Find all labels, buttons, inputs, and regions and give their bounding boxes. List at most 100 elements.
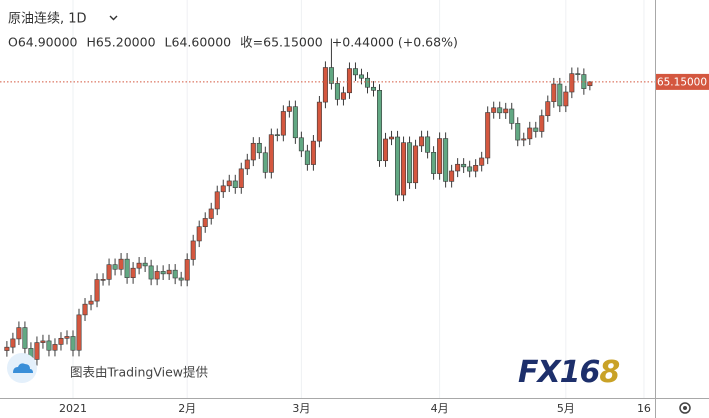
candle-body bbox=[166, 269, 172, 275]
candle-body bbox=[521, 138, 527, 141]
candle-body bbox=[250, 142, 256, 161]
candle-body bbox=[551, 83, 557, 102]
ohlc-value: +0.44000 (+0.68%) bbox=[332, 35, 458, 50]
candle-body bbox=[316, 101, 322, 142]
candle-body bbox=[328, 67, 334, 84]
chart-title: 原油连续, 1D bbox=[8, 11, 87, 27]
candle-body bbox=[485, 112, 491, 159]
interval-dropdown[interactable] bbox=[109, 15, 118, 21]
candle-body bbox=[112, 264, 118, 270]
gear-center bbox=[683, 406, 687, 410]
candle-body bbox=[244, 159, 250, 170]
candle-body bbox=[322, 67, 328, 103]
x-tick-label: 5月 bbox=[557, 402, 575, 415]
candle-body bbox=[533, 127, 539, 132]
candle-body bbox=[40, 340, 46, 343]
candle-body bbox=[401, 142, 407, 196]
candles bbox=[4, 38, 593, 366]
candle-body bbox=[358, 74, 364, 79]
candle-body bbox=[515, 123, 521, 141]
candle-body bbox=[202, 218, 208, 228]
candle-body bbox=[46, 340, 52, 351]
candle-body bbox=[22, 327, 28, 349]
candle-body bbox=[82, 303, 88, 316]
candle-body bbox=[190, 240, 196, 260]
candle-body bbox=[136, 262, 142, 269]
candle-body bbox=[473, 165, 479, 172]
candle-body bbox=[557, 83, 563, 107]
candle-body bbox=[431, 152, 437, 174]
candle-body bbox=[575, 73, 581, 75]
candle-body bbox=[232, 180, 238, 188]
candle-body bbox=[208, 208, 214, 219]
candle-body bbox=[118, 258, 124, 270]
candle-body bbox=[413, 145, 419, 184]
ohlc-value: H65.20000 bbox=[86, 35, 155, 50]
candle-body bbox=[569, 73, 575, 93]
candle-body bbox=[437, 138, 443, 174]
candle-body bbox=[76, 314, 82, 351]
candle-body bbox=[334, 83, 340, 100]
candle-body bbox=[280, 111, 286, 136]
price-label: 65.15000 bbox=[657, 76, 707, 88]
candle-body bbox=[563, 91, 569, 107]
x-tick-label: 2021 bbox=[59, 402, 87, 415]
ohlc-header: O64.90000 H65.20000 L64.60000 收=65.15000 +0.… bbox=[8, 35, 458, 50]
candle-body bbox=[100, 279, 106, 281]
candle-body bbox=[497, 107, 503, 114]
candle-body bbox=[304, 150, 310, 165]
candle-body bbox=[310, 140, 316, 165]
candle-body bbox=[364, 77, 370, 88]
candle-body bbox=[491, 107, 497, 113]
candle-body bbox=[407, 142, 413, 184]
candle-body bbox=[425, 136, 431, 153]
candle-body bbox=[377, 90, 383, 162]
candle-body bbox=[461, 163, 467, 168]
candle-body bbox=[58, 337, 64, 345]
candle-body bbox=[274, 134, 280, 137]
candle-body bbox=[130, 267, 136, 278]
candle-body bbox=[70, 336, 76, 351]
candle-body bbox=[148, 265, 154, 280]
candle-body bbox=[88, 300, 94, 305]
logo-part: FX16 bbox=[518, 355, 599, 390]
candle-body bbox=[419, 136, 425, 147]
gear-icon bbox=[679, 402, 691, 414]
candle-body bbox=[16, 327, 22, 340]
tradingview-badge[interactable] bbox=[7, 353, 37, 383]
watermark: 图表由TradingView提供 bbox=[70, 365, 208, 380]
candle-body bbox=[106, 264, 112, 280]
candle-body bbox=[527, 127, 533, 140]
candle-body bbox=[124, 258, 130, 278]
candle-body bbox=[509, 108, 515, 124]
settings-button[interactable] bbox=[679, 402, 691, 414]
x-tick-label: 4月 bbox=[431, 402, 449, 415]
candle-body bbox=[256, 142, 262, 154]
candle-body bbox=[443, 138, 449, 182]
candle-body bbox=[545, 101, 551, 117]
candle-body bbox=[370, 86, 376, 91]
candle-body bbox=[346, 68, 352, 94]
logo: FX168 bbox=[518, 355, 619, 390]
candle-body bbox=[503, 108, 509, 114]
candle-body bbox=[178, 277, 184, 281]
ohlc-value: O64.90000 bbox=[8, 35, 78, 50]
candle-body bbox=[52, 344, 58, 351]
candle-body bbox=[214, 191, 220, 210]
ohlc-value: 收=65.15000 bbox=[240, 35, 323, 50]
x-tick-label: 2月 bbox=[178, 402, 196, 415]
x-tick-label: 16 bbox=[637, 402, 651, 415]
candle-body bbox=[154, 271, 160, 280]
candle-body bbox=[340, 92, 346, 100]
candle-body bbox=[268, 134, 274, 173]
candle-body bbox=[479, 157, 485, 166]
candle-body bbox=[292, 106, 298, 139]
candle-body bbox=[262, 152, 268, 173]
candle-body bbox=[238, 168, 244, 188]
candle-body bbox=[298, 137, 304, 152]
candle-body bbox=[352, 68, 358, 76]
candle-body bbox=[142, 262, 148, 267]
candle-body bbox=[467, 166, 473, 172]
